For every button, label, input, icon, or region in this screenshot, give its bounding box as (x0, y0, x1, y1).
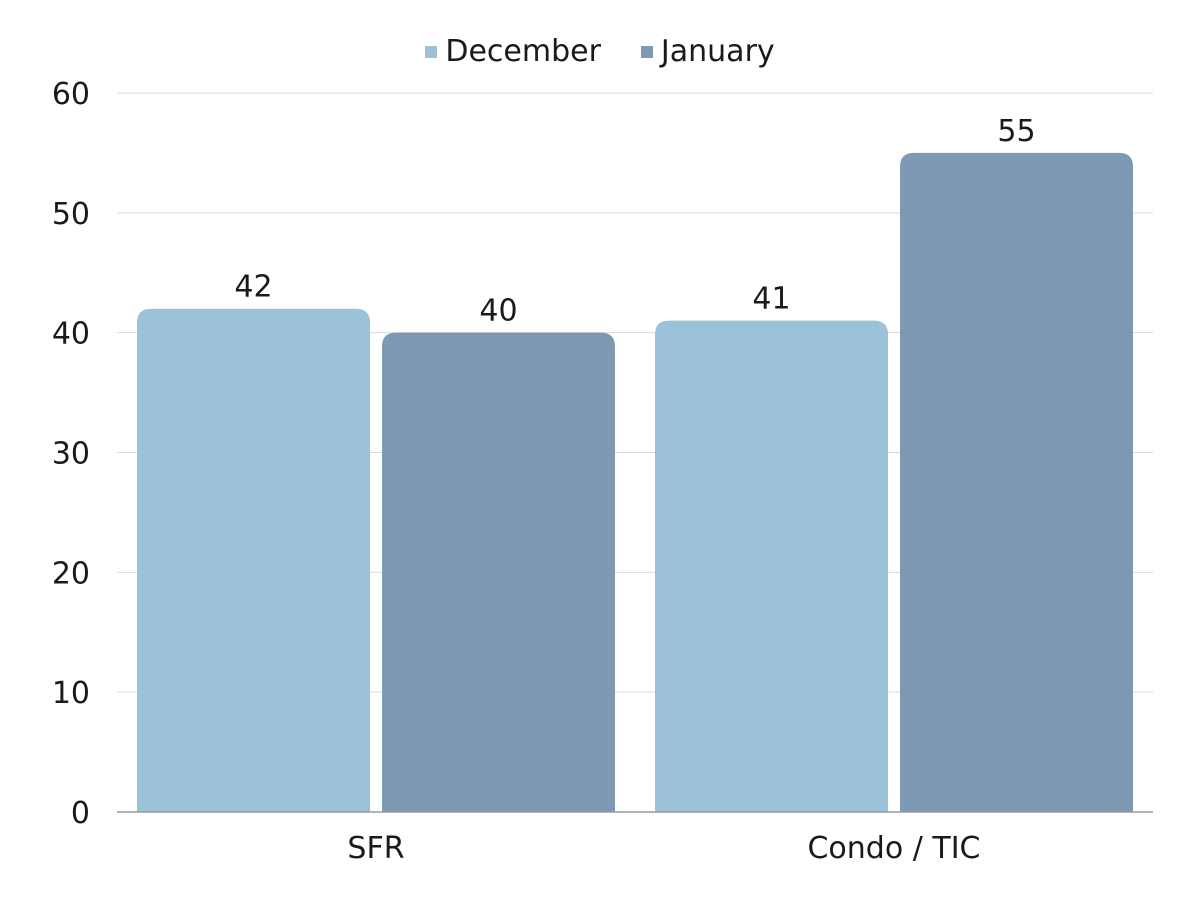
data-label-december-0: 42 (234, 270, 272, 305)
legend-label-january: January (660, 34, 775, 69)
data-label-january-0: 40 (479, 294, 517, 329)
y-tick-label-40: 40 (52, 317, 90, 352)
y-tick-label-20: 20 (52, 556, 90, 591)
x-tick-label-0: SFR (347, 831, 404, 866)
legend-swatch-january (640, 45, 653, 58)
y-tick-label-50: 50 (52, 197, 90, 232)
data-label-december-1: 41 (752, 282, 790, 317)
legend-item-december: December (425, 34, 601, 69)
legend-item-january: January (640, 34, 775, 69)
y-tick-label-30: 30 (52, 437, 90, 472)
y-tick-label-10: 10 (52, 676, 90, 711)
data-label-january-1: 55 (997, 114, 1035, 149)
legend-label-december: December (445, 34, 601, 69)
bar-december-0 (137, 308, 370, 812)
legend-swatch-december (425, 45, 438, 58)
bar-january-0 (382, 332, 615, 812)
x-tick-label-1: Condo / TIC (807, 831, 980, 866)
bar-december-1 (655, 320, 888, 812)
y-tick-label-60: 60 (52, 77, 90, 112)
chart-legend: December January (0, 34, 1200, 69)
y-tick-label-0: 0 (71, 796, 90, 831)
bar-january-1 (900, 152, 1133, 812)
